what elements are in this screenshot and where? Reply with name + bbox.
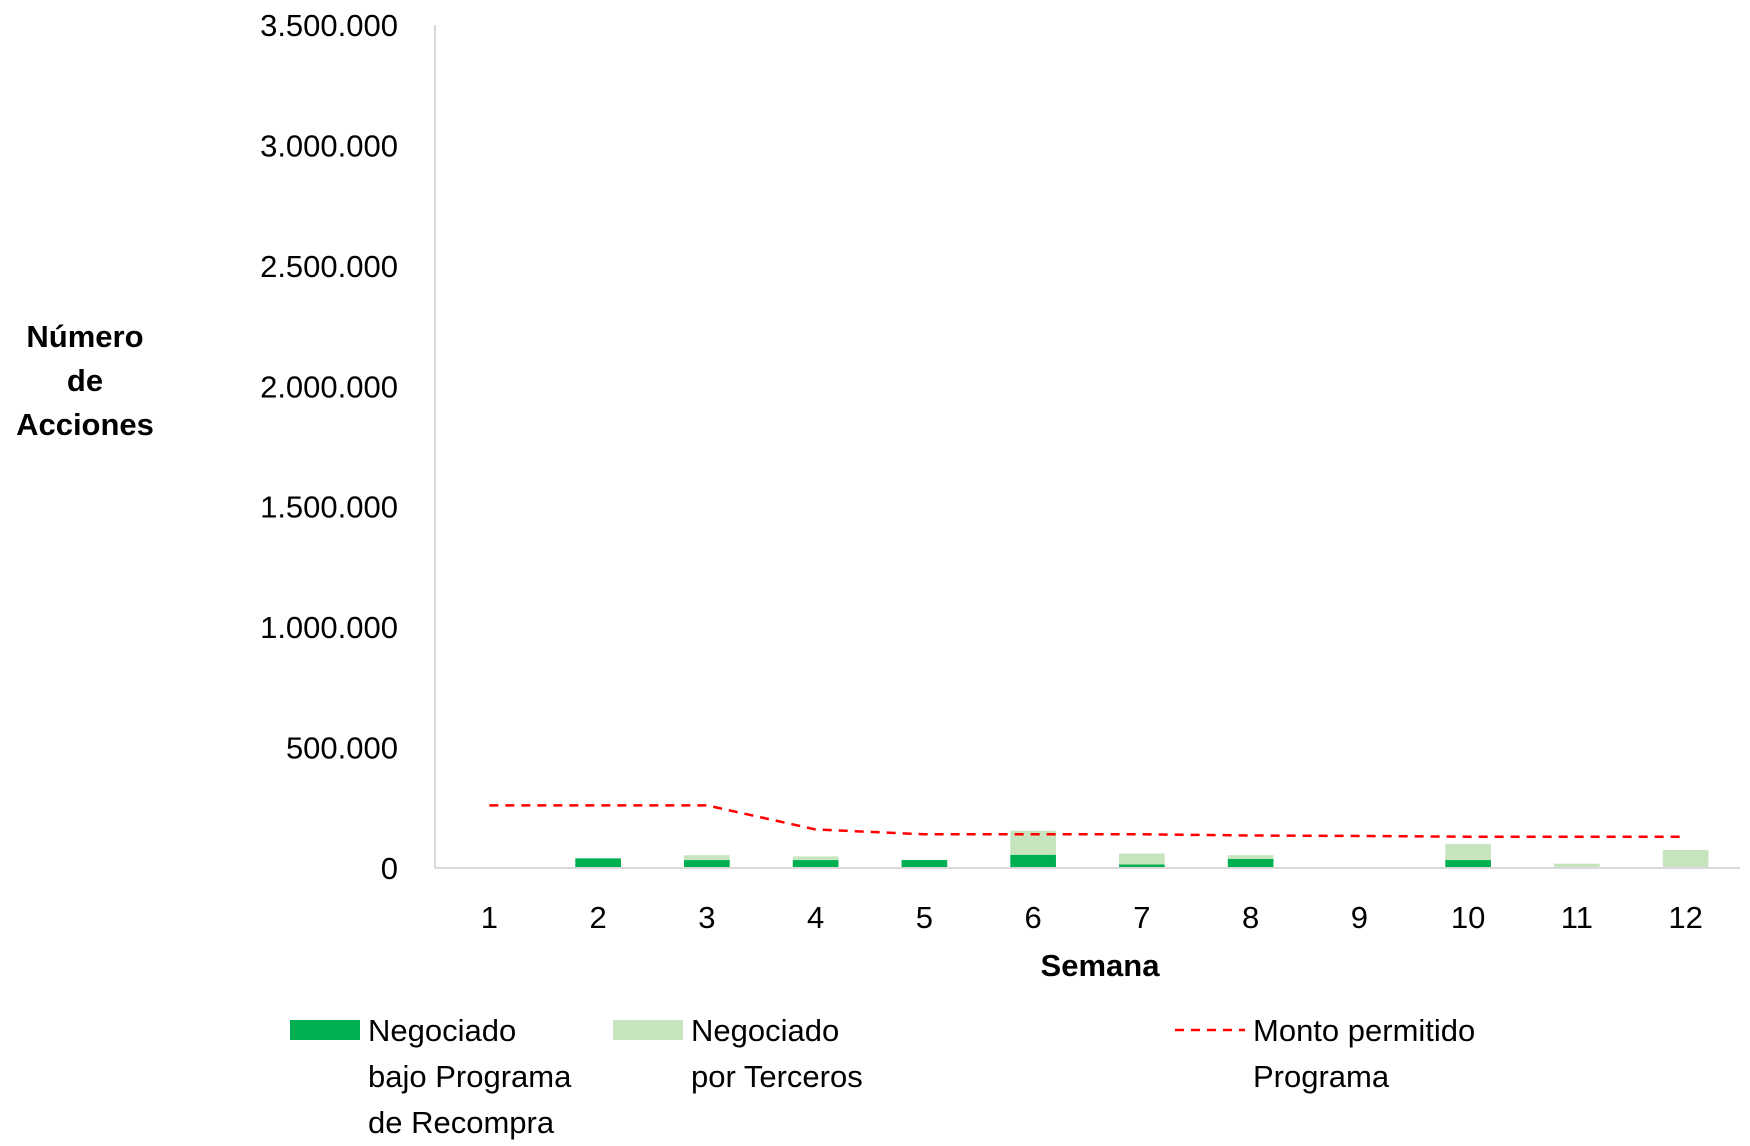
x-tick-label: 8 xyxy=(1242,900,1259,935)
legend-item-terceros: Negociado por Terceros xyxy=(613,1008,863,1100)
y-axis-label-line: de xyxy=(66,363,104,398)
x-axis-label: Semana xyxy=(1040,948,1160,983)
bar-recompra xyxy=(792,860,839,868)
legend-item-recompra: Negociado bajo Programa de Recompra xyxy=(290,1008,571,1146)
legend-label-line: bajo Programa xyxy=(368,1059,572,1094)
bar-terceros xyxy=(1662,849,1709,868)
x-tick-label: 5 xyxy=(916,900,933,935)
y-tick-label: 2.500.000 xyxy=(260,249,398,284)
bar-recompra xyxy=(1227,858,1274,868)
x-tick-label: 2 xyxy=(590,900,607,935)
y-tick-label: 0 xyxy=(381,851,398,886)
legend-label: Negociado por Terceros xyxy=(691,1008,863,1100)
x-tick-label: 3 xyxy=(698,900,715,935)
y-tick-label: 2.000.000 xyxy=(260,369,398,404)
legend-swatch-monto xyxy=(1175,1028,1245,1032)
bar-recompra xyxy=(684,860,730,868)
x-tick-label: 12 xyxy=(1668,900,1702,935)
x-tick-label: 9 xyxy=(1351,900,1368,935)
bar-recompra xyxy=(1445,860,1491,868)
bar-terceros xyxy=(684,855,730,861)
x-tick-label: 6 xyxy=(1025,900,1042,935)
legend-label-line: por Terceros xyxy=(691,1059,863,1094)
x-tick-label: 7 xyxy=(1133,900,1150,935)
x-tick-label: 4 xyxy=(807,900,824,935)
legend-label-line: de Recompra xyxy=(368,1105,555,1140)
y-axis-label: Número de Acciones xyxy=(5,315,165,447)
limit-line xyxy=(489,804,1686,838)
y-axis-label-line: Acciones xyxy=(16,407,154,442)
bars xyxy=(575,830,1709,868)
y-tick-label: 500.000 xyxy=(286,731,398,766)
legend-label-line: Monto permitido xyxy=(1253,1013,1476,1048)
y-tick-labels: 0 500.000 1.000.000 1.500.000 2.000.000 2.500… xyxy=(260,8,398,886)
bar-recompra xyxy=(1010,854,1056,868)
y-tick-label: 3.500.000 xyxy=(260,8,398,43)
bar-recompra xyxy=(575,858,621,868)
legend-label: Negociado bajo Programa de Recompra xyxy=(368,1008,571,1146)
y-tick-label: 1.000.000 xyxy=(260,610,398,645)
legend-label-line: Negociado xyxy=(368,1013,517,1048)
legend-label-line: Programa xyxy=(1253,1059,1390,1094)
x-tick-label: 1 xyxy=(481,900,498,935)
x-tick-label: 11 xyxy=(1561,900,1593,935)
x-tick-label: 10 xyxy=(1451,900,1485,935)
bar-terceros xyxy=(1445,843,1491,861)
bar-terceros xyxy=(792,856,839,861)
y-tick-label: 3.000.000 xyxy=(260,128,398,163)
bar-terceros xyxy=(1554,863,1600,868)
y-axis-label-line: Número xyxy=(26,319,144,354)
legend-label-line: Negociado xyxy=(691,1013,840,1048)
bar-recompra xyxy=(901,860,948,868)
bar-terceros xyxy=(1227,855,1274,859)
bar-terceros xyxy=(1119,853,1165,865)
legend-swatch-recompra xyxy=(290,1020,360,1040)
legend-item-monto: Monto permitido Programa xyxy=(1175,1008,1475,1100)
bar-recompra xyxy=(1119,864,1165,868)
x-tick-labels: 1 2 3 4 5 6 7 8 9 10 11 12 xyxy=(481,900,1703,935)
legend-label: Monto permitido Programa xyxy=(1253,1008,1475,1100)
legend-swatch-terceros xyxy=(613,1020,683,1040)
y-tick-label: 1.500.000 xyxy=(260,490,398,525)
